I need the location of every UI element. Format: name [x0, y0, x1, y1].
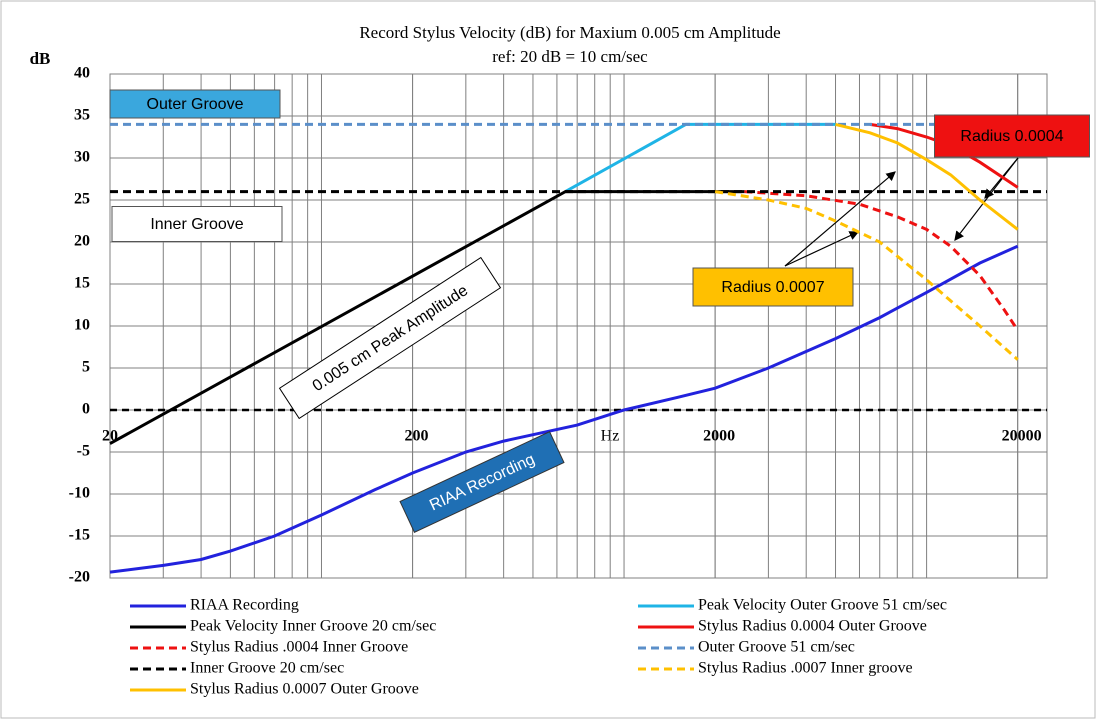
annotation: Outer Groove: [109, 89, 281, 119]
y-tick-label: 15: [74, 275, 90, 292]
annotation-text: Radius 0.0007: [721, 279, 824, 296]
y-tick-label: -10: [69, 485, 90, 502]
annotation: Radius 0.0004: [934, 114, 1090, 158]
y-tick-label: -20: [69, 569, 90, 586]
y-tick-label: -5: [77, 443, 90, 460]
chart-subtitle: ref: 20 dB = 10 cm/sec: [492, 47, 648, 66]
legend-label: Stylus Radius 0.0004 Outer Groove: [698, 618, 927, 635]
y-tick-label: 0: [82, 401, 90, 418]
annotation-box: [111, 206, 283, 242]
plot-frame: [109, 73, 1048, 579]
annotation-text: Inner Groove: [150, 216, 243, 233]
arrow: [784, 231, 860, 267]
y-tick-label: 30: [74, 149, 90, 166]
y-tick-label: 10: [74, 317, 90, 334]
series-line: [744, 190, 1019, 332]
annotation-box: [692, 267, 854, 307]
legend-label: Peak Velocity Outer Groove 51 cm/sec: [698, 597, 947, 614]
annotation: Radius 0.0007: [692, 267, 854, 307]
y-tick-label: 20: [74, 233, 90, 250]
y-tick-label: 35: [74, 107, 90, 124]
legend-label: RIAA Recording: [190, 597, 299, 614]
y-tick-label: -15: [69, 527, 90, 544]
annotation-box: [934, 114, 1090, 158]
legend-label: Stylus Radius 0.0007 Outer Groove: [190, 681, 419, 698]
legend-label: Peak Velocity Inner Groove 20 cm/sec: [190, 618, 436, 635]
legend-label: Stylus Radius .0007 Inner groove: [698, 660, 913, 677]
legend-label: Inner Groove 20 cm/sec: [190, 660, 344, 677]
annotation-text: Outer Groove: [147, 96, 244, 113]
series-line: [835, 122, 1019, 231]
series-line: [109, 244, 1019, 574]
annotation-box: [278, 256, 502, 420]
y-tick-label: 5: [82, 359, 90, 376]
x-tick-label: 20000: [1002, 428, 1042, 445]
y-tick-label: 40: [74, 65, 90, 82]
legend-label: Outer Groove 51 cm/sec: [698, 639, 855, 656]
series-line: [714, 190, 1019, 361]
annotation-box: [399, 431, 565, 533]
annotation-box: [109, 89, 281, 119]
y-tick-label: 25: [74, 191, 90, 208]
annotation-text: Radius 0.0004: [960, 128, 1063, 145]
x-tick-label: 200: [405, 428, 429, 445]
chart-title: Record Stylus Velocity (dB) for Maxium 0…: [359, 23, 780, 42]
y-axis-label: dB: [30, 49, 51, 68]
annotation: Inner Groove: [111, 206, 283, 242]
legend-label: Stylus Radius .0004 Inner Groove: [190, 639, 408, 656]
x-tick-label: 2000: [703, 428, 735, 445]
arrow: [954, 157, 1019, 241]
arrow: [784, 171, 896, 267]
